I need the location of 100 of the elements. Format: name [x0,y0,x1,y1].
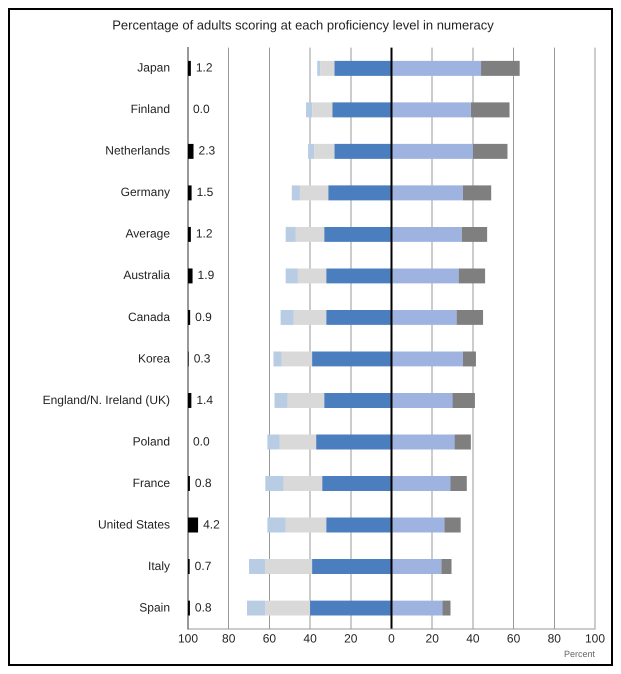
bar [392,476,451,491]
bar [392,60,482,76]
bar [265,476,284,491]
bar [320,60,335,76]
bar [296,226,324,242]
bar [286,226,296,242]
bar [188,144,194,159]
y-tick-label: France [132,476,170,490]
bar [312,559,390,574]
y-tick-label: England/N. Ireland (UK) [42,392,170,407]
bar [317,60,320,76]
y-tick-label: Korea [138,351,170,366]
x-tick-label: 20 [344,631,358,646]
data-label: 0.8 [194,600,212,614]
x-tick-label: 80 [548,631,562,646]
bar [462,226,488,242]
bar [188,226,191,242]
y-tick-label: Italy [148,558,170,573]
bar [265,600,310,616]
bar [292,185,300,200]
bar [392,518,444,532]
data-label: 0.3 [194,351,211,366]
y-tick-label: Spain [139,600,170,614]
bar [286,268,298,284]
bar [314,144,335,159]
data-label: 1.9 [198,268,215,282]
bar [280,310,294,325]
bar [392,393,453,408]
x-tick-label: 60 [506,631,521,646]
y-tick-label: Finland [130,102,170,116]
y-tick-label: Germany [120,185,170,200]
bar [462,351,476,366]
bar [326,518,390,532]
bar [288,393,324,408]
bar [392,600,442,616]
bar [392,185,463,200]
bar [282,351,312,366]
bar [462,185,492,200]
y-tick-label: Netherlands [105,144,170,158]
bar [334,144,390,159]
y-tick-label: Japan [137,60,170,75]
bar [450,476,467,491]
x-tick-label: 0 [388,631,396,646]
x-tick-label: 80 [222,631,236,646]
data-label: 0.9 [195,310,212,324]
bar [188,393,192,408]
data-label: 0.8 [194,476,212,490]
bar [454,434,471,450]
x-tick-label: 100 [178,631,198,646]
data-label: 0.0 [193,102,210,116]
bar [392,226,462,242]
bar [265,559,312,574]
bar [312,351,390,366]
bar [324,393,390,408]
x-tick-label: 40 [466,631,480,646]
bar [392,434,455,450]
data-label: 1.2 [196,60,213,75]
bar [294,310,326,325]
data-label: 1.4 [196,392,214,407]
bar [298,268,326,284]
bar [280,434,316,450]
bar [332,102,390,118]
y-tick-label: Average [126,226,170,241]
data-label: 2.3 [198,144,216,158]
bar [188,185,192,200]
bar [267,518,286,532]
bar [444,518,461,532]
bar [392,102,471,118]
bar [458,268,486,284]
bar [442,600,451,616]
bar [456,310,484,325]
bar [188,518,198,532]
y-tick-label: Poland [132,434,170,448]
bar [470,102,510,118]
bar [286,518,326,532]
bar [308,144,314,159]
bar [392,310,457,325]
bar [328,185,390,200]
x-tick-label: 100 [584,631,606,646]
y-tick-label: Canada [128,310,170,324]
bar [267,434,280,450]
bar [392,559,442,574]
data-label: 0.0 [193,434,210,448]
bar [326,310,390,325]
bar [322,476,390,491]
bar [472,144,508,159]
bar [312,102,332,118]
data-label: 4.2 [203,517,220,532]
bar [310,600,390,616]
y-tick-label: Australia [123,268,170,282]
bar [392,268,459,284]
x-tick-label: 40 [303,631,318,646]
bar [188,268,193,284]
bar [247,600,266,616]
chart-title: Percentage of adults scoring at each proficiency level in numeracy [112,17,494,32]
bar [481,60,520,76]
bar [274,393,288,408]
x-tick-label: 20 [426,631,440,646]
bar [306,102,312,118]
bar [284,476,322,491]
